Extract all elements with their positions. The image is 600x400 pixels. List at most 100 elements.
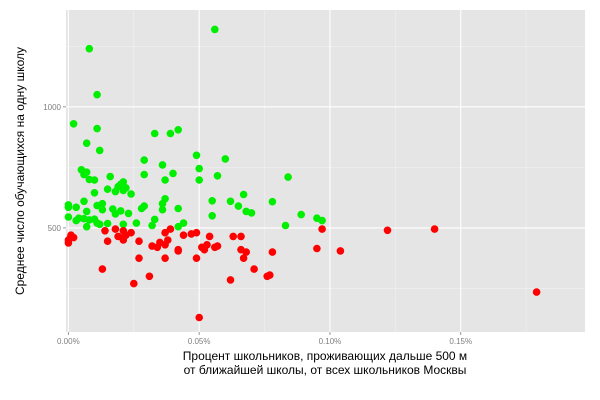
green-data-point: [281, 221, 290, 230]
green-data-point: [247, 209, 256, 217]
red-data-point: [161, 254, 169, 262]
green-data-point: [284, 173, 292, 181]
red-data-point: [205, 232, 214, 241]
green-data-point: [239, 190, 248, 199]
red-data-point: [336, 247, 345, 255]
green-data-point: [174, 204, 182, 213]
red-data-point: [64, 239, 73, 247]
green-data-point: [93, 90, 101, 99]
red-data-point: [268, 248, 277, 256]
green-data-point: [119, 186, 128, 195]
x-tick-label: 0.10%: [319, 337, 342, 346]
minor-gridlines: [66, 10, 585, 332]
y-tick-label: 500: [48, 224, 62, 233]
green-data-point: [80, 170, 88, 179]
red-data-point: [229, 232, 237, 241]
y-axis-title: Среднее число обучающихся на одну школу: [13, 47, 27, 295]
red-data-point: [166, 225, 175, 233]
green-data-point: [140, 156, 148, 164]
red-data-point: [98, 265, 107, 273]
red-data-point: [237, 232, 245, 241]
green-data-point: [111, 210, 120, 218]
red-data-point: [119, 236, 128, 244]
green-data-point: [95, 146, 104, 155]
green-data-point: [90, 176, 99, 184]
x-tick-label: 0.15%: [449, 337, 472, 346]
green-data-point: [98, 205, 107, 214]
green-data-point: [208, 212, 216, 220]
green-data-point: [211, 25, 219, 34]
red-data-point: [383, 226, 392, 235]
green-data-point: [82, 139, 91, 147]
green-data-point: [150, 129, 159, 138]
red-data-point: [153, 243, 162, 252]
green-data-point: [268, 197, 277, 206]
green-data-point: [158, 205, 167, 214]
green-data-point: [103, 219, 112, 228]
data-points: [64, 25, 541, 322]
green-data-point: [169, 169, 177, 178]
green-data-point: [195, 164, 203, 173]
green-data-point: [161, 176, 169, 184]
green-data-point: [82, 222, 91, 231]
green-data-point: [226, 197, 235, 206]
red-data-point: [164, 236, 172, 244]
red-data-point: [101, 227, 109, 235]
green-data-point: [127, 190, 135, 198]
red-data-point: [266, 271, 274, 279]
green-data-point: [179, 219, 188, 227]
green-data-point: [158, 199, 167, 208]
green-data-point: [124, 209, 133, 218]
green-data-point: [313, 214, 321, 222]
green-data-point: [119, 220, 128, 229]
red-data-point: [532, 288, 541, 296]
y-tick-label: 1000: [43, 103, 61, 112]
green-data-point: [150, 215, 159, 224]
green-data-point: [234, 202, 243, 210]
green-data-point: [64, 203, 73, 212]
green-data-point: [208, 197, 216, 205]
red-data-point: [213, 242, 222, 250]
green-data-point: [64, 213, 73, 221]
y-axis-ticks: 500 1000: [43, 103, 66, 233]
red-data-point: [135, 237, 143, 245]
green-data-point: [192, 151, 201, 160]
red-data-point: [179, 231, 188, 239]
red-data-point: [239, 254, 248, 262]
green-data-point: [148, 221, 156, 230]
red-data-point: [313, 244, 321, 253]
green-data-point: [69, 120, 78, 128]
red-data-point: [195, 313, 203, 322]
x-tick-label: 0.00%: [57, 337, 80, 346]
red-data-point: [192, 254, 201, 262]
red-data-point: [200, 245, 209, 254]
major-gridlines: [66, 10, 585, 332]
green-data-point: [140, 170, 148, 179]
green-data-point: [132, 219, 141, 227]
green-data-point: [72, 216, 80, 225]
x-axis-title-line-2: от ближайшей школы, от всех школьников М…: [184, 363, 467, 377]
green-data-point: [221, 155, 230, 163]
green-data-point: [90, 189, 99, 197]
red-data-point: [103, 237, 112, 245]
green-data-point: [213, 172, 222, 180]
green-data-point: [82, 207, 91, 216]
green-data-point: [195, 176, 203, 184]
green-data-point: [85, 44, 94, 53]
red-data-point: [174, 245, 182, 254]
green-data-point: [137, 204, 146, 213]
green-data-point: [85, 216, 94, 224]
green-data-point: [93, 201, 101, 210]
red-data-point: [67, 232, 75, 241]
green-data-point: [158, 161, 167, 169]
green-data-point: [106, 172, 114, 181]
x-axis-title-line-1: Процент школьников, проживающих дальше 5…: [183, 349, 467, 363]
red-data-point: [318, 225, 326, 233]
green-data-point: [174, 126, 182, 134]
green-data-point: [174, 222, 182, 231]
red-data-point: [161, 228, 169, 237]
red-data-point: [192, 228, 201, 237]
green-data-point: [166, 129, 175, 138]
red-data-point: [242, 248, 250, 256]
green-data-point: [111, 187, 120, 196]
